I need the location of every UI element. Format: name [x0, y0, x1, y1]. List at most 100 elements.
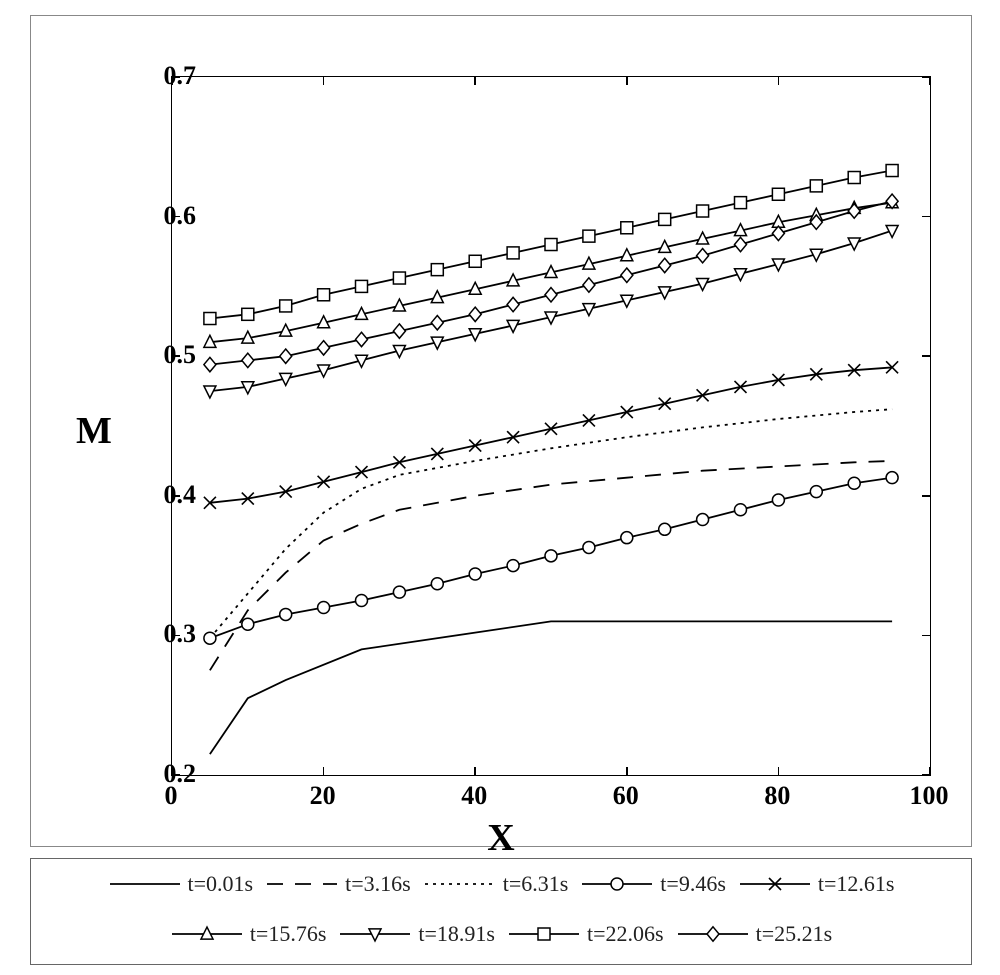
legend-item: t=3.16s: [261, 871, 415, 897]
legend-sample-icon: [108, 871, 182, 897]
series-marker-8: [318, 341, 330, 355]
y-tick-label: 0.4: [164, 480, 197, 510]
series-marker-8: [735, 237, 747, 251]
legend-item: t=12.61s: [734, 871, 899, 897]
series-marker-8: [431, 315, 443, 329]
series-marker-7: [507, 247, 519, 259]
x-tick-top: [474, 77, 476, 85]
legend-item: t=18.91s: [334, 921, 499, 947]
y-tick-right: [922, 216, 930, 218]
legend-item: t=25.21s: [672, 921, 837, 947]
legend-sample-icon: [170, 921, 244, 947]
y-tick-label: 0.3: [164, 619, 197, 649]
series-line-0: [210, 621, 892, 754]
y-tick-label: 0.2: [164, 759, 197, 789]
y-axis-label: M: [76, 409, 112, 453]
series-marker-3: [393, 586, 405, 598]
legend-label: t=12.61s: [818, 871, 895, 897]
x-tick-label: 60: [613, 781, 639, 811]
series-line-8: [210, 201, 892, 364]
y-tick-right: [922, 635, 930, 637]
legend-item: t=0.01s: [104, 871, 258, 897]
series-marker-7: [659, 213, 671, 225]
x-tick-top: [929, 77, 931, 85]
legend-sample-icon: [265, 871, 339, 897]
series-marker-8: [356, 332, 368, 346]
series-marker-7: [242, 308, 254, 320]
legend-label: t=18.91s: [418, 921, 495, 947]
series-marker-7: [697, 205, 709, 217]
legend-sample-icon: [738, 871, 812, 897]
series-marker-8: [583, 278, 595, 292]
x-tick-label: 80: [764, 781, 790, 811]
series-line-2: [210, 409, 892, 638]
y-tick-label: 0.6: [164, 201, 197, 231]
x-tick-bottom: [778, 767, 780, 775]
legend-sample-icon: [676, 921, 750, 947]
series-marker-7: [735, 197, 747, 209]
legend-item: t=9.46s: [576, 871, 730, 897]
series-marker-4: [318, 476, 330, 488]
legend-label: t=15.76s: [250, 921, 327, 947]
series-marker-8: [659, 258, 671, 272]
legend-sample-icon: [507, 921, 581, 947]
series-line-1: [210, 461, 892, 670]
series-marker-7: [810, 180, 822, 192]
x-tick-bottom: [474, 767, 476, 775]
series-marker-3: [583, 541, 595, 553]
series-marker-8: [848, 204, 860, 218]
series-marker-3: [507, 560, 519, 572]
legend-label: t=22.06s: [587, 921, 664, 947]
series-marker-6: [204, 386, 216, 398]
series-marker-3: [318, 601, 330, 613]
legend-row: t=15.76s t=18.91s t=22.06s t=25.21s: [31, 909, 971, 959]
series-marker-7: [204, 313, 216, 325]
series-marker-8: [469, 307, 481, 321]
series-marker-8: [697, 248, 709, 262]
legend-label: t=0.01s: [188, 871, 254, 897]
series-marker-3: [810, 486, 822, 498]
x-tick-bottom: [626, 767, 628, 775]
series-marker-4: [545, 423, 557, 435]
series-marker-7: [469, 255, 481, 267]
series-marker-7: [431, 264, 443, 276]
series-marker-8: [507, 297, 519, 311]
series-marker-8: [204, 357, 216, 371]
legend-sample-icon: [580, 871, 654, 897]
x-axis-label: X: [487, 816, 514, 860]
x-tick-top: [626, 77, 628, 85]
series-marker-8: [772, 226, 784, 240]
chart-panel: M X 0204060801000.20.30.40.50.60.7: [30, 15, 972, 847]
series-marker-4: [356, 466, 368, 478]
series-marker-3: [621, 532, 633, 544]
legend-label: t=25.21s: [756, 921, 833, 947]
legend-label: t=9.46s: [660, 871, 726, 897]
series-marker-3: [242, 618, 254, 630]
series-marker-3: [431, 578, 443, 590]
x-tick-label: 100: [910, 781, 949, 811]
series-marker-7: [280, 300, 292, 312]
series-marker-8: [280, 349, 292, 363]
y-tick-right: [922, 76, 930, 78]
plot-area: [171, 76, 931, 776]
chart-svg: [172, 77, 930, 775]
legend-panel: t=0.01s t=3.16s t=6.31s t=9.46s t=12.61s t=15…: [30, 858, 972, 965]
series-marker-8: [545, 288, 557, 302]
series-marker-8: [242, 353, 254, 367]
series-marker-3: [735, 504, 747, 516]
x-tick-top: [778, 77, 780, 85]
series-marker-3: [545, 550, 557, 562]
y-tick-right: [922, 774, 930, 776]
legend-label: t=6.31s: [503, 871, 569, 897]
legend-sample-icon: [423, 871, 497, 897]
legend-sample-icon: [338, 921, 412, 947]
series-marker-3: [848, 477, 860, 489]
x-tick-label: 20: [310, 781, 336, 811]
series-marker-7: [621, 222, 633, 234]
series-marker-8: [393, 324, 405, 338]
series-marker-3: [659, 523, 671, 535]
series-marker-7: [393, 272, 405, 284]
y-tick-right: [922, 495, 930, 497]
series-line-4: [210, 367, 892, 502]
series-marker-3: [204, 632, 216, 644]
